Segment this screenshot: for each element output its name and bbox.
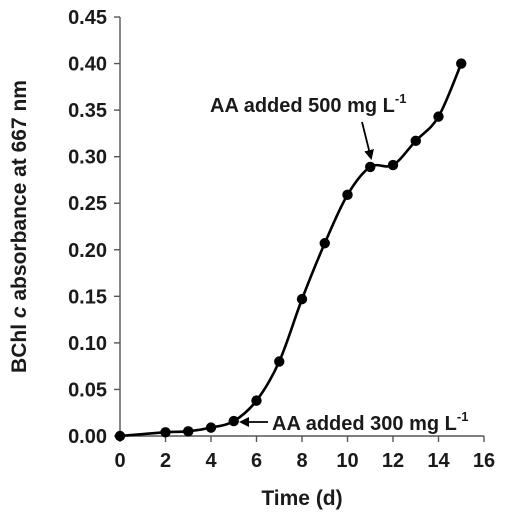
annotation-label-superscript: -1 (395, 91, 407, 106)
y-axis-title: BChl c absorbance at 667 nm (8, 80, 31, 373)
data-point (433, 111, 444, 122)
data-point (319, 238, 330, 249)
y-tick-label: 0.30 (68, 147, 107, 169)
y-tick-label: 0.15 (68, 286, 107, 308)
x-tick-label: 16 (473, 450, 495, 472)
series-line (119, 63, 463, 438)
x-tick-label: 2 (160, 450, 171, 472)
axes (119, 17, 484, 437)
data-point (387, 159, 399, 171)
data-point (160, 427, 171, 438)
y-tick-label: 0.00 (68, 426, 107, 448)
annotation-label-main: AA added 500 mg L (210, 95, 395, 117)
annotation-label: AA added 300 mg L-1 (272, 409, 468, 435)
annotation-arrow (361, 121, 374, 160)
y-tick-label: 0.45 (68, 7, 107, 29)
annotation-label: AA added 500 mg L-1 (210, 91, 406, 117)
series-layer (114, 58, 467, 442)
data-point (296, 293, 308, 305)
y-tick-label: 0.40 (68, 54, 107, 76)
data-point (365, 161, 376, 173)
x-tick-label: 10 (336, 450, 358, 472)
y-axis-ticks: 0.00 0.05 0.10 0.15 0.20 0.25 0.30 0.35 0.40 0.45 (68, 7, 120, 448)
x-tick-label: 12 (382, 450, 404, 472)
y-tick-label: 0.20 (68, 240, 107, 262)
x-axis-ticks: 0 2 4 6 8 10 12 14 16 (114, 436, 495, 472)
x-tick-label: 14 (427, 450, 450, 472)
data-point (114, 430, 126, 442)
data-point (251, 395, 262, 406)
x-tick-label: 8 (296, 450, 307, 472)
data-point (342, 189, 353, 201)
y-axis-title-prefix: BChl (8, 318, 31, 373)
annotation-label-main: AA added 300 mg L (272, 413, 457, 435)
data-point (456, 58, 467, 69)
y-axis-title-suffix: absorbance at 667 nm (8, 80, 31, 306)
annotation-label-superscript: -1 (457, 409, 469, 424)
data-point (274, 356, 285, 367)
data-point (183, 426, 194, 437)
y-tick-label: 0.25 (68, 193, 107, 215)
x-tick-label: 0 (114, 450, 125, 472)
x-tick-label: 6 (251, 450, 262, 472)
annotation-layer: AA added 300 mg L-1AA added 500 mg L-1 (210, 91, 468, 435)
y-tick-label: 0.05 (68, 379, 107, 401)
x-axis-title: Time (d) (261, 487, 342, 510)
data-point (205, 422, 217, 433)
x-tick-label: 4 (205, 450, 217, 472)
y-axis-title-italic: c (8, 306, 31, 318)
data-point (410, 135, 421, 147)
y-tick-label: 0.35 (68, 100, 107, 122)
y-tick-label: 0.10 (68, 333, 107, 355)
data-point (228, 415, 239, 427)
